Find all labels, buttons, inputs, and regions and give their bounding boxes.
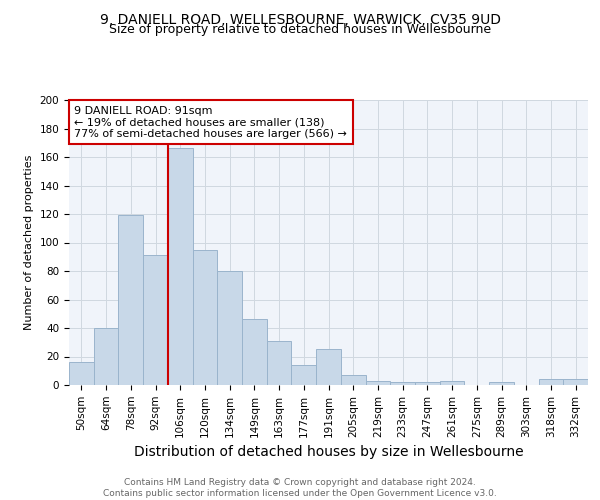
Text: Contains HM Land Registry data © Crown copyright and database right 2024.
Contai: Contains HM Land Registry data © Crown c… <box>103 478 497 498</box>
Bar <box>118 216 143 385</box>
Bar <box>390 382 415 385</box>
Bar <box>415 382 440 385</box>
Bar <box>365 380 390 385</box>
Bar <box>94 328 118 385</box>
X-axis label: Distribution of detached houses by size in Wellesbourne: Distribution of detached houses by size … <box>134 445 523 459</box>
Bar <box>341 375 365 385</box>
Bar <box>217 271 242 385</box>
Bar <box>292 365 316 385</box>
Text: 9 DANIELL ROAD: 91sqm
← 19% of detached houses are smaller (138)
77% of semi-det: 9 DANIELL ROAD: 91sqm ← 19% of detached … <box>74 106 347 139</box>
Bar <box>168 148 193 385</box>
Text: 9, DANIELL ROAD, WELLESBOURNE, WARWICK, CV35 9UD: 9, DANIELL ROAD, WELLESBOURNE, WARWICK, … <box>100 12 500 26</box>
Bar <box>267 341 292 385</box>
Bar <box>440 380 464 385</box>
Bar <box>193 250 217 385</box>
Y-axis label: Number of detached properties: Number of detached properties <box>24 155 34 330</box>
Text: Size of property relative to detached houses in Wellesbourne: Size of property relative to detached ho… <box>109 22 491 36</box>
Bar <box>563 380 588 385</box>
Bar <box>316 350 341 385</box>
Bar <box>489 382 514 385</box>
Bar <box>539 380 563 385</box>
Bar <box>69 362 94 385</box>
Bar <box>242 320 267 385</box>
Bar <box>143 256 168 385</box>
